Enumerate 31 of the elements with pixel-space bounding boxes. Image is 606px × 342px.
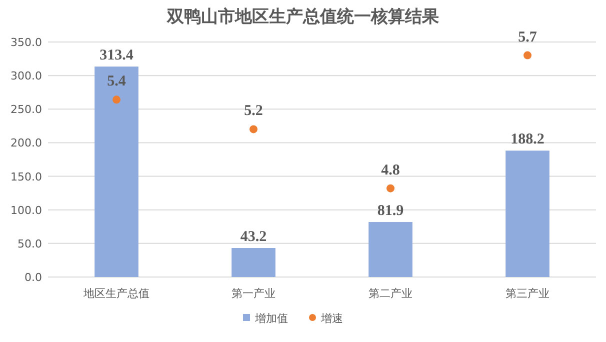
point	[524, 51, 532, 60]
y-tick-label: 350.0	[10, 36, 42, 49]
x-tick-label: 地区生产总值	[82, 287, 150, 300]
y-tick-label: 250.0	[10, 103, 42, 116]
point	[250, 125, 258, 134]
point	[112, 96, 120, 104]
data-label: 313.4	[100, 48, 134, 64]
y-tick-label: 150.0	[10, 170, 42, 184]
y-tick-label: 0.0	[24, 271, 42, 284]
data-label: 5.4	[107, 74, 126, 90]
y-tick-label: 300.0	[10, 70, 42, 83]
x-tick-label: 第二产业	[368, 287, 412, 300]
y-tick-label: 200.0	[10, 136, 42, 150]
y-tick-label: 100.0	[10, 204, 42, 217]
bar	[368, 222, 412, 277]
legend-label: 增速	[320, 312, 343, 325]
data-label: 81.9	[377, 203, 404, 220]
data-label: 4.8	[381, 162, 400, 178]
point	[386, 184, 394, 192]
bar	[94, 66, 138, 277]
data-label: 5.2	[244, 103, 263, 120]
chart-title: 双鸭山市地区生产总值统一核算结果	[166, 7, 440, 26]
x-tick-label: 第三产业	[506, 287, 550, 300]
bar	[232, 248, 276, 277]
bar	[506, 150, 550, 277]
legend-label: 增加值	[254, 312, 288, 325]
data-label: 188.2	[510, 132, 544, 148]
data-label: 5.7	[518, 29, 538, 46]
y-tick-label: 50.0	[18, 237, 42, 250]
x-tick-label: 第一产业	[232, 287, 276, 300]
data-label: 43.2	[240, 228, 267, 245]
